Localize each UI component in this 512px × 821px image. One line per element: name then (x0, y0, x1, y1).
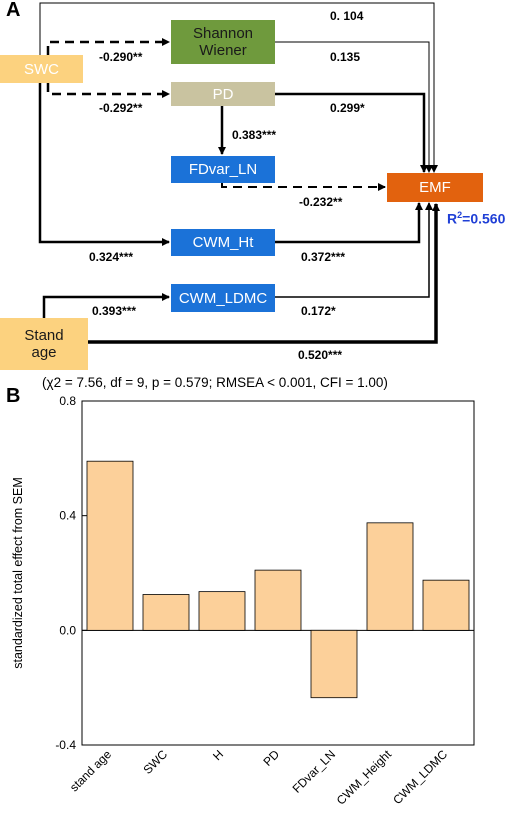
coef-fdvar-emf: -0.232** (299, 195, 343, 209)
coef-age-emf: 0.520*** (298, 348, 343, 362)
coef-shannon-emf: 0.135 (330, 50, 361, 64)
bar-fdvar-ln (310, 629, 358, 699)
node-fdvar-label: FDvar_LN (188, 161, 258, 178)
coef-pd-emf: 0.299* (330, 101, 365, 115)
arrow-swc-cwmht (38, 83, 170, 246)
arrow-swc-shannon (46, 38, 170, 55)
coef-swc-emf: 0. 104 (330, 9, 364, 23)
coef-age-ldmc: 0.393*** (92, 304, 137, 318)
node-cwm-ldmc: CWM_LDMC (171, 284, 275, 312)
bar-swc (142, 594, 190, 631)
bar-stand-age (86, 460, 134, 631)
x-tick-label: SWC (140, 747, 170, 777)
coef-swc-cwmht: 0.324*** (89, 250, 134, 264)
node-cwm-ldmc-label: CWM_LDMC (178, 289, 268, 307)
arrow-age-emf (88, 203, 440, 344)
bar-cwm-ldmc (422, 579, 470, 631)
arrow-ldmc-emf (275, 202, 433, 298)
bar-chart-svg: -0.40.00.40.8 stand age SWC H PD FDvar_LNCWM… (11, 394, 475, 808)
coef-pd-fdvar: 0.383*** (232, 128, 277, 142)
bar-h (198, 591, 246, 631)
x-tick-label: stand age (67, 747, 114, 794)
total-effects-chart: B -0.4 0.0 0.4 0.8 stand age SWC H PD FDvar_LN C… (0, 385, 512, 821)
panel-b-label: B (6, 385, 21, 407)
arrow-cwmht-emf (275, 202, 423, 244)
node-stand-age-label: Stand age (24, 327, 64, 361)
y-tick-label: 0.8 (59, 394, 76, 408)
panel-a-label: A (6, 0, 21, 21)
node-cwm-ht-label: CWM_Ht (192, 234, 254, 251)
path-arrows-layer (38, 2, 440, 344)
node-pd-label: PD (212, 85, 234, 103)
r2-value: =0.560 (462, 210, 506, 227)
arrow-shannon-emf (275, 41, 433, 173)
node-emf: EMF (387, 173, 483, 202)
model-fit-statistics: (χ2 = 7.56, df = 9, p = 0.579; RMSEA < 0… (42, 375, 388, 390)
node-pd: PD (171, 82, 275, 106)
x-tick-label: H (210, 747, 226, 763)
sem-path-diagram: A SWC Shannon Wiener PD FDvar_LN EMF CWM… (0, 0, 512, 390)
y-tick-label: 0.4 (59, 509, 76, 523)
r-squared-label: R2=0.560 (447, 210, 505, 227)
node-shannon-wiener: Shannon Wiener (171, 20, 275, 64)
r2-superscript: 2 (457, 210, 463, 220)
plot-area-frame (81, 400, 475, 746)
x-tick-label: PD (260, 747, 282, 769)
node-swc-label: SWC (24, 60, 59, 78)
y-tick-label: -0.4 (55, 738, 76, 752)
coef-ldmc-emf: 0.172* (301, 304, 336, 318)
r2-prefix: R (447, 210, 458, 227)
arrow-pd-emf (275, 92, 428, 173)
y-tick-label: 0.0 (59, 623, 76, 637)
node-emf-label: EMF (419, 179, 451, 196)
arrow-age-ldmc (42, 293, 170, 318)
node-cwm-ht: CWM_Ht (171, 229, 275, 256)
arrow-fdvar-emf (221, 183, 386, 191)
node-fdvar-ln: FDvar_LN (171, 156, 275, 183)
node-stand-age: Stand age (0, 318, 88, 370)
arrow-swc-pd (46, 83, 170, 98)
x-tick-label: FDvar_LN (290, 747, 339, 796)
bar-cwm-height (366, 522, 414, 631)
coef-swc-shannon: -0.290** (99, 50, 143, 64)
coef-swc-pd: -0.292** (99, 101, 143, 115)
arrow-swc-emf (39, 2, 438, 173)
node-shannon-label: Shannon Wiener (192, 25, 254, 59)
y-axis-label: standardized total effect from SEM (11, 477, 25, 669)
x-tick-label: CWM_Height (334, 747, 395, 808)
node-swc: SWC (0, 55, 83, 83)
bar-pd (254, 569, 302, 631)
coef-cwmht-emf: 0.372*** (301, 250, 346, 264)
x-tick-label: CWM_LDMC (390, 747, 450, 807)
